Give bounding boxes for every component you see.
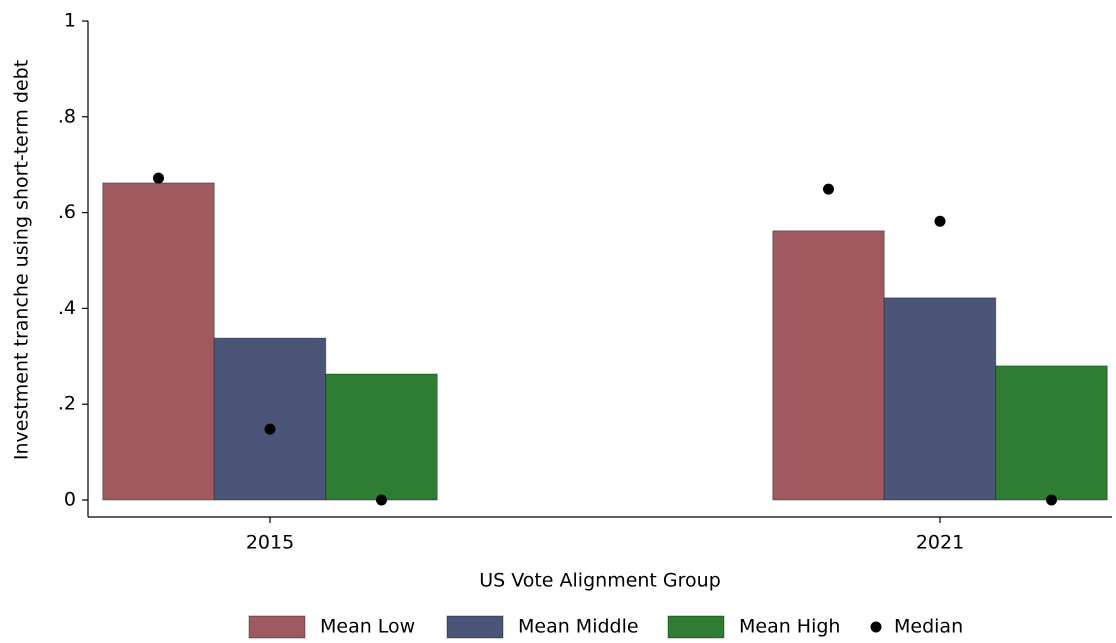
bar xyxy=(102,182,215,501)
y-tick-label: 0 xyxy=(64,489,76,511)
median-dot xyxy=(376,494,387,506)
bar xyxy=(213,337,327,501)
legend-label: Mean High xyxy=(739,616,840,638)
x-tick-label: 2015 xyxy=(246,532,294,554)
bar xyxy=(995,365,1108,501)
x-tick-label: 2021 xyxy=(916,532,964,554)
legend-swatch xyxy=(870,621,882,633)
legend-swatch xyxy=(667,615,725,639)
median-dot xyxy=(1046,494,1057,506)
legend-label: Mean Middle xyxy=(518,616,639,638)
median-dot xyxy=(264,423,276,435)
median-dot xyxy=(153,172,164,184)
median-dot xyxy=(823,183,834,195)
median-dot xyxy=(934,215,946,227)
bar xyxy=(325,373,438,501)
y-tick-label: .6 xyxy=(58,201,76,223)
y-tick-label: .8 xyxy=(58,105,76,127)
x-axis-title: US Vote Alignment Group xyxy=(479,570,721,592)
legend-label: Mean Low xyxy=(320,616,415,638)
legend-swatch xyxy=(446,615,504,639)
legend-swatch xyxy=(248,615,306,639)
y-tick-label: 1 xyxy=(64,10,76,32)
legend-label: Median xyxy=(894,616,963,638)
y-tick-label: .2 xyxy=(58,393,76,415)
y-axis-title: Investment tranche using short-term debt xyxy=(11,60,33,460)
bar xyxy=(883,297,997,501)
bar xyxy=(772,230,885,501)
y-tick-label: .4 xyxy=(58,297,76,319)
